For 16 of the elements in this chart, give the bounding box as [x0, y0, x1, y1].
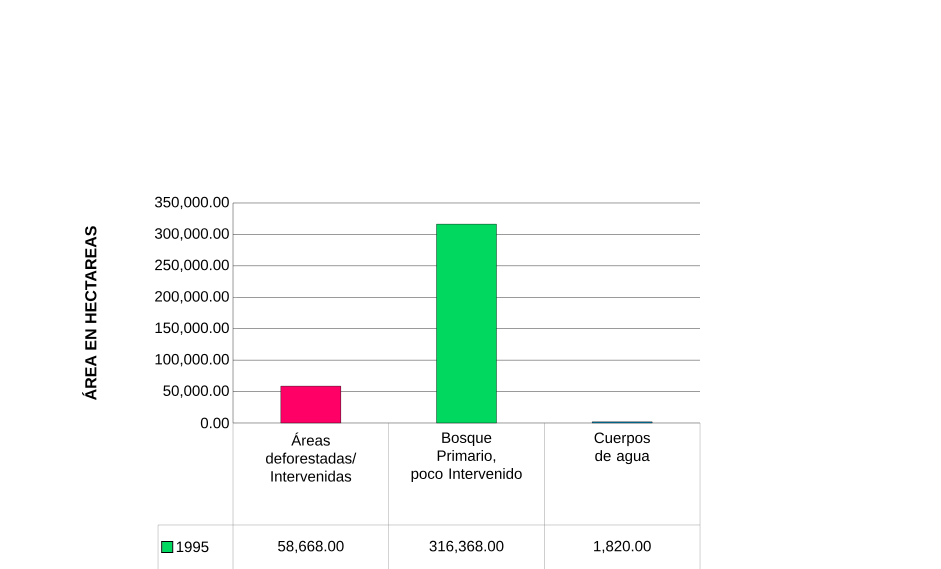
- y-tick-label: 250,000.00: [155, 260, 229, 272]
- legend-label: 1995: [176, 542, 208, 552]
- y-tick-label: 300,000.00: [154, 228, 229, 241]
- x-tick-label: Áreas deforestadas/ Intervenidas: [266, 432, 356, 482]
- y-tick-label: 150,000.00: [156, 322, 229, 335]
- y-tick-label: 200,000.00: [155, 291, 229, 304]
- y-tick-label: 0.00: [200, 418, 229, 428]
- x-tick-label: Bosque Primario, poco Intervenido: [412, 432, 522, 482]
- y-tick-label: 50,000.00: [163, 385, 229, 398]
- y-axis-title: ÁREA EN HECTAREAS: [82, 226, 96, 400]
- data-label: 316,368.00: [430, 540, 504, 554]
- x-tick-label: Cuerpos de agua: [594, 432, 650, 464]
- y-tick-label: 350,000.00: [154, 196, 229, 210]
- data-label: 58,668.00: [278, 540, 344, 554]
- y-tick-label: 100,000.00: [156, 354, 229, 366]
- data-label: 1,820.00: [594, 540, 651, 554]
